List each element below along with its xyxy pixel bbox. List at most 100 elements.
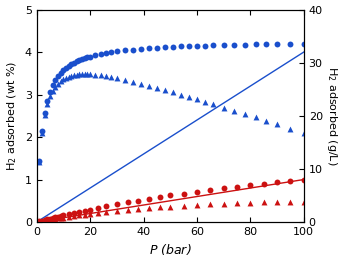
Point	[37, 219, 42, 224]
Point	[104, 51, 109, 55]
Point	[167, 193, 173, 198]
Point	[130, 47, 136, 52]
Point	[114, 49, 120, 53]
Point	[194, 190, 200, 194]
Point	[109, 75, 114, 79]
Point	[154, 86, 160, 90]
Point	[37, 160, 42, 164]
Point	[146, 46, 152, 50]
Point	[58, 71, 63, 75]
Point	[45, 99, 50, 103]
Point	[93, 53, 98, 57]
Point	[210, 102, 216, 106]
Point	[42, 219, 48, 223]
Point	[136, 199, 141, 203]
Point	[146, 206, 152, 210]
Point	[87, 208, 93, 212]
Point	[194, 203, 200, 207]
Point	[93, 73, 98, 77]
Point	[181, 191, 186, 196]
Point	[231, 109, 237, 113]
Point	[194, 97, 200, 102]
Point	[274, 122, 280, 126]
Point	[37, 219, 42, 224]
Point	[77, 58, 82, 62]
Point	[39, 219, 45, 223]
Point	[234, 201, 240, 205]
Point	[74, 73, 79, 77]
Point	[202, 43, 208, 48]
Point	[157, 205, 162, 209]
Point	[261, 200, 266, 205]
Point	[274, 42, 280, 46]
Point	[79, 72, 85, 77]
Point	[301, 42, 307, 46]
Point	[234, 185, 240, 189]
Point	[61, 213, 66, 218]
Point	[39, 219, 45, 223]
Point	[85, 55, 90, 59]
Point	[71, 214, 77, 218]
Point	[125, 208, 130, 212]
Point	[95, 211, 101, 215]
Y-axis label: H$_2$ adsorbed (wt %): H$_2$ adsorbed (wt %)	[6, 61, 19, 171]
Point	[53, 85, 58, 89]
Point	[58, 216, 63, 220]
Point	[37, 159, 42, 163]
Point	[181, 204, 186, 208]
Point	[53, 217, 58, 221]
Point	[253, 42, 258, 47]
Point	[98, 73, 104, 78]
Point	[45, 102, 50, 106]
Point	[242, 112, 248, 116]
Point	[138, 47, 144, 51]
Point	[221, 43, 226, 47]
Point	[186, 95, 192, 99]
Point	[85, 72, 90, 76]
Point	[66, 212, 71, 216]
Point	[66, 75, 71, 79]
Point	[42, 113, 48, 118]
Point	[154, 45, 160, 50]
Point	[301, 200, 307, 204]
Point	[114, 76, 120, 80]
Point	[69, 62, 74, 66]
Point	[39, 131, 45, 135]
X-axis label: $P$ (bar): $P$ (bar)	[149, 242, 191, 257]
Point	[104, 204, 109, 209]
Point	[79, 57, 85, 61]
Point	[162, 88, 168, 92]
Point	[55, 74, 61, 78]
Point	[47, 90, 53, 94]
Point	[288, 200, 293, 204]
Point	[39, 129, 45, 133]
Point	[45, 218, 50, 222]
Point	[288, 127, 293, 131]
Point	[61, 215, 66, 220]
Point	[157, 195, 162, 199]
Point	[104, 74, 109, 78]
Point	[186, 44, 192, 48]
Point	[50, 217, 56, 221]
Point	[42, 218, 48, 222]
Point	[274, 200, 280, 204]
Point	[194, 44, 200, 48]
Point	[288, 179, 293, 183]
Point	[50, 216, 56, 220]
Point	[301, 131, 307, 135]
Point	[167, 204, 173, 209]
Y-axis label: H$_2$ adsorbed (g/L): H$_2$ adsorbed (g/L)	[325, 66, 339, 166]
Point	[61, 68, 66, 72]
Point	[82, 209, 88, 213]
Point	[82, 56, 88, 60]
Point	[55, 216, 61, 220]
Point	[109, 50, 114, 54]
Point	[55, 82, 61, 86]
Point	[221, 186, 226, 190]
Point	[61, 77, 66, 81]
Point	[261, 181, 266, 186]
Point	[136, 207, 141, 211]
Point	[82, 213, 88, 217]
Point	[122, 48, 128, 53]
Point	[301, 178, 307, 182]
